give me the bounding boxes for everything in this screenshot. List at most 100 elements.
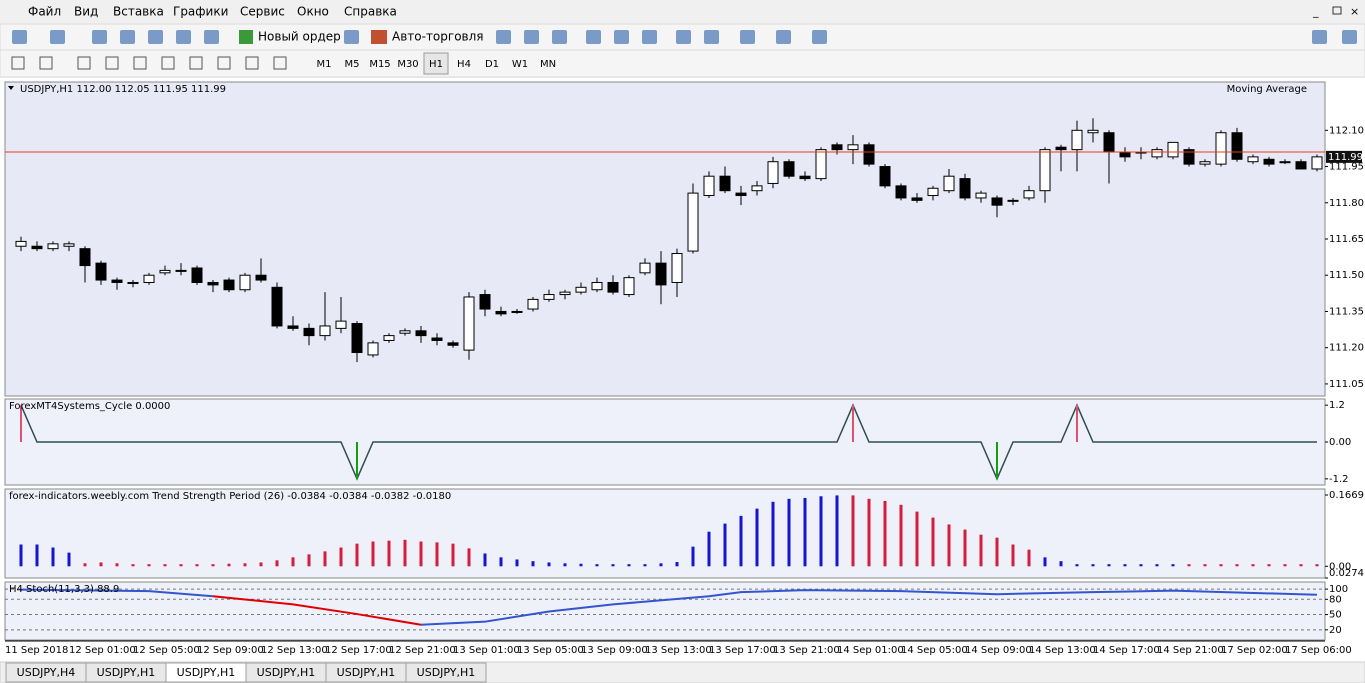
histogram-bar <box>499 557 503 567</box>
timeframe-button[interactable]: M15 <box>369 59 390 70</box>
timeframe-button[interactable]: W1 <box>512 59 528 70</box>
candle-body <box>1087 129 1099 134</box>
histogram-bar <box>627 564 631 567</box>
candle-body <box>1103 132 1115 153</box>
panel-title: USDJPY,H1 112.00 112.05 111.95 111.99 <box>20 84 226 95</box>
toolbar-icon[interactable] <box>776 30 791 44</box>
candle-body <box>703 175 715 197</box>
candle-body <box>1247 156 1259 163</box>
toolbar-icon[interactable] <box>642 30 657 44</box>
candle-body <box>1295 161 1307 170</box>
candle-body <box>879 166 891 187</box>
toolbar-icon[interactable] <box>12 30 27 44</box>
tool-icon[interactable] <box>273 56 287 70</box>
tab-label[interactable]: USDJPY,H1 <box>97 666 156 679</box>
tab-label[interactable]: USDJPY,H1 <box>177 666 236 679</box>
y-tick-label: -1.2 <box>1329 474 1349 485</box>
y-tick-label: 111.95 <box>1329 162 1364 173</box>
candle-body <box>767 161 779 184</box>
candle-body <box>575 286 587 293</box>
tool-icon[interactable] <box>217 56 231 70</box>
timeframe-button[interactable]: M5 <box>345 59 360 70</box>
tab-label[interactable]: USDJPY,H1 <box>417 666 476 679</box>
tool-icon[interactable] <box>189 56 203 70</box>
toolbar-icon[interactable] <box>676 30 691 44</box>
toolbar-icon[interactable] <box>50 30 65 44</box>
histogram-bar <box>355 543 359 567</box>
tool-icon[interactable] <box>245 56 259 70</box>
histogram-bar <box>467 548 471 567</box>
tool-icon[interactable] <box>77 56 91 70</box>
auto-trading-button[interactable]: Авто-торговля <box>392 30 484 44</box>
toolbar-icon[interactable] <box>1312 30 1327 44</box>
toolbar-icon[interactable] <box>586 30 601 44</box>
candle-body <box>655 262 667 286</box>
histogram-bar <box>163 564 167 567</box>
timeframe-button[interactable]: H4 <box>457 59 471 70</box>
toolbar-icon[interactable] <box>524 30 539 44</box>
current-price: 111.99 <box>1328 152 1363 163</box>
y-tick-label: 20 <box>1329 625 1342 636</box>
histogram-bar <box>579 563 583 567</box>
toolbar-icon[interactable] <box>740 30 755 44</box>
menu-item[interactable]: Сервис <box>240 5 285 19</box>
tool-icon[interactable] <box>11 56 25 70</box>
histogram-bar <box>531 561 535 567</box>
histogram-bar <box>739 515 743 567</box>
new-order-button[interactable]: Новый ордер <box>258 30 341 44</box>
histogram-bar <box>659 563 663 567</box>
y-tick-label: 111.65 <box>1329 234 1364 245</box>
histogram-bar <box>867 498 871 567</box>
tab-label[interactable]: USDJPY,H1 <box>257 666 316 679</box>
tab-label[interactable]: USDJPY,H1 <box>337 666 396 679</box>
menu-item[interactable]: Файл <box>28 5 61 19</box>
toolbar-icon[interactable] <box>552 30 567 44</box>
tool-icon[interactable] <box>161 56 175 70</box>
toolbar-icon[interactable] <box>176 30 191 44</box>
menu-item[interactable]: Окно <box>297 5 329 19</box>
toolbar-icon[interactable] <box>344 30 359 44</box>
tool-icon[interactable] <box>133 56 147 70</box>
tool-icon[interactable] <box>39 56 53 70</box>
candle-body <box>735 192 747 197</box>
x-tick-label: 14 Sep 05:00 <box>901 645 968 656</box>
toolbar-icon[interactable] <box>704 30 719 44</box>
toolbar-icon[interactable] <box>92 30 107 44</box>
timeframe-button[interactable]: D1 <box>485 59 499 70</box>
histogram-bar <box>947 524 951 567</box>
x-tick-label: 13 Sep 05:00 <box>517 645 584 656</box>
menu-item[interactable]: Вид <box>74 5 98 19</box>
candle-body <box>63 243 75 247</box>
tab[interactable] <box>405 662 487 683</box>
toolbar-icon[interactable] <box>1342 30 1357 44</box>
timeframe-button[interactable]: M1 <box>317 59 332 70</box>
histogram-bar <box>835 495 839 567</box>
window-button[interactable]: _ <box>1312 5 1319 18</box>
toolbar-icon[interactable] <box>148 30 163 44</box>
histogram-bar <box>515 559 519 567</box>
tool-icon[interactable] <box>105 56 119 70</box>
candle-body <box>95 262 107 281</box>
candle-body <box>591 281 603 291</box>
histogram-bar <box>771 501 775 567</box>
menu-item[interactable]: Вставка <box>113 5 164 19</box>
toolbar-icon[interactable] <box>120 30 135 44</box>
x-tick-label: 13 Sep 21:00 <box>773 645 840 656</box>
timeframe-button[interactable]: M30 <box>397 59 418 70</box>
timeframe-button[interactable]: MN <box>540 59 556 70</box>
window-button[interactable] <box>1332 6 1342 15</box>
timeframe-button[interactable]: H1 <box>429 59 443 70</box>
candle-body <box>271 286 283 327</box>
toolbar-icon[interactable] <box>812 30 827 44</box>
toolbar-icon[interactable] <box>496 30 511 44</box>
histogram-bar <box>1059 561 1063 567</box>
menu-item[interactable]: Графики <box>173 5 228 19</box>
toolbar-icon[interactable] <box>614 30 629 44</box>
menu-item[interactable]: Справка <box>344 5 397 19</box>
tab-label[interactable]: USDJPY,H4 <box>17 666 76 679</box>
histogram-bar <box>1155 564 1159 567</box>
window-button[interactable]: × <box>1350 5 1359 18</box>
x-tick-label: 13 Sep 09:00 <box>581 645 648 656</box>
toolbar-icon[interactable] <box>204 30 219 44</box>
